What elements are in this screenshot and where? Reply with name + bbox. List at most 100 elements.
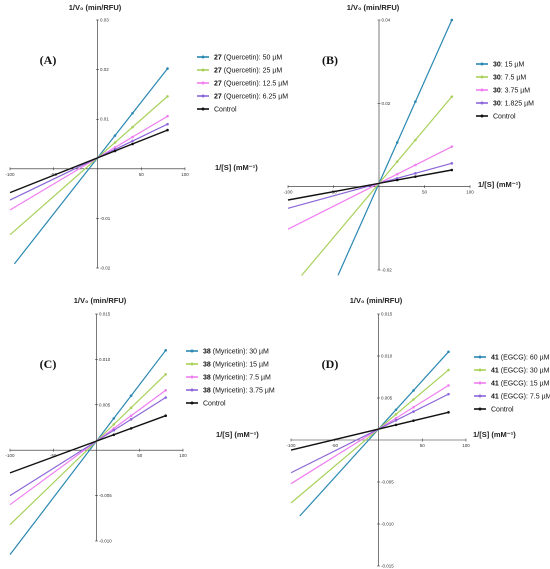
- data-point: [129, 427, 133, 430]
- legend-label: (Quercetin): 6.25 µM: [224, 94, 289, 101]
- x-tick-label: 100: [462, 443, 470, 448]
- data-point: [129, 406, 133, 410]
- data-point: [131, 139, 134, 143]
- panel-label: (D): [322, 357, 339, 371]
- legend-label: (EGCG): 7.5 µM: [501, 394, 550, 401]
- x-tick-label: 100: [181, 172, 189, 177]
- y-tick-label: -0.010: [381, 522, 394, 527]
- series-line-2: [287, 146, 453, 230]
- data-point: [447, 384, 450, 387]
- x-axis-title: 1/[S] (mM⁻¹): [216, 430, 259, 439]
- legend-label: : 3.75 µM: [501, 88, 530, 95]
- x-tick-label: 100: [466, 190, 474, 195]
- series-line-1: [9, 95, 168, 236]
- legend-compound-number: 30: [493, 75, 501, 82]
- series-line-3: [9, 397, 167, 497]
- data-point: [412, 419, 415, 422]
- x-tick-label: 50: [137, 453, 143, 458]
- data-point: [395, 141, 399, 144]
- x-tick-label: -100: [286, 443, 296, 448]
- data-point: [112, 433, 116, 437]
- y-tick-label: 0.005: [381, 396, 393, 401]
- data-point: [129, 414, 133, 417]
- series-line-4: [287, 169, 452, 201]
- y-tick-label: 0.02: [382, 101, 391, 106]
- data-point: [414, 138, 417, 142]
- legend-label: : 15 µM: [501, 62, 525, 69]
- data-point: [112, 417, 116, 420]
- legend-entry: Control: [493, 114, 516, 121]
- series-line-0: [299, 351, 449, 517]
- legend-compound-number: 30: [493, 62, 501, 69]
- series-line-2: [290, 384, 449, 485]
- legend-compound-number: 27: [214, 68, 224, 75]
- legend-compound-number: 30: [493, 101, 501, 108]
- legend-marker: [480, 114, 484, 118]
- legend-marker: [190, 362, 194, 366]
- x-tick-label: -100: [5, 453, 15, 458]
- legend-label: (Myricetin): 3.75 µM: [213, 388, 275, 395]
- legend-entry: 41 (EGCG): 60 µM: [491, 355, 550, 362]
- legend-entry: 30: 15 µM: [493, 62, 524, 69]
- data-point: [129, 394, 133, 398]
- legend-compound-number: 27: [214, 81, 224, 88]
- legend-entry: 27 (Quercetin): 50 µM: [214, 55, 282, 62]
- y-axis-title: 1/V₀ (min/RFU): [350, 296, 403, 305]
- data-point: [164, 372, 167, 376]
- data-point: [450, 145, 454, 148]
- data-point: [412, 398, 415, 401]
- data-point: [166, 95, 169, 98]
- legend-label: (EGCG): 15 µM: [501, 381, 550, 388]
- data-point: [447, 410, 450, 414]
- data-point: [166, 114, 169, 118]
- data-point: [112, 423, 116, 426]
- x-tick-label: 50: [422, 190, 428, 195]
- legend-entry: 38 (Myricetin): 15 µM: [203, 362, 269, 369]
- legend: 38 (Myricetin): 30 µM 38 (Myricetin): 15 …: [186, 349, 275, 408]
- y-tick-label: 0.015: [381, 312, 393, 317]
- legend-compound-number: 41: [491, 368, 501, 375]
- legend-marker: [480, 75, 484, 79]
- series-line-0: [337, 19, 453, 276]
- data-point: [395, 178, 399, 182]
- legend-marker: [478, 381, 482, 385]
- legend-entry: 27 (Quercetin): 25 µM: [214, 68, 282, 75]
- legend-marker: [201, 94, 205, 98]
- data-point: [166, 67, 169, 70]
- y-axis-title: 1/V₀ (min/RFU): [69, 3, 122, 12]
- series-line-2: [9, 389, 167, 506]
- legend-marker: [478, 355, 482, 359]
- series-line-1: [290, 369, 449, 504]
- legend-compound-number: 41: [491, 394, 501, 401]
- panel-label: (B): [322, 53, 338, 67]
- legend-label: (Quercetin): 12.5 µM: [224, 81, 289, 88]
- y-tick-label: 0.010: [381, 354, 393, 359]
- data-point: [395, 172, 399, 176]
- legend-marker: [201, 68, 205, 72]
- legend-entry: 27 (Quercetin): 6.25 µM: [214, 94, 288, 101]
- data-point: [112, 427, 116, 430]
- y-tick-label: -0.015: [381, 564, 394, 569]
- legend-label: Control: [493, 114, 516, 121]
- legend-entry: 38 (Myricetin): 3.75 µM: [203, 388, 275, 395]
- data-point: [113, 146, 117, 149]
- legend-label: : 1.825 µM: [501, 101, 534, 108]
- legend-compound-number: 30: [493, 88, 501, 95]
- data-point: [394, 408, 398, 412]
- legend-entry: Control: [203, 401, 226, 408]
- y-tick-label: 0.02: [100, 67, 109, 72]
- data-point: [131, 135, 134, 139]
- legend-label: Control: [203, 401, 226, 408]
- legend-entry: 38 (Myricetin): 30 µM: [203, 349, 269, 356]
- y-tick-label: 0.03: [100, 18, 109, 23]
- legend-entry: 30: 1.825 µM: [493, 101, 534, 108]
- data-point: [450, 168, 454, 172]
- legend-entry: Control: [491, 407, 514, 414]
- legend-entry: 30: 7.5 µM: [493, 75, 526, 82]
- legend-marker: [201, 55, 205, 59]
- legend-label: (Myricetin): 7.5 µM: [213, 375, 271, 382]
- legend-marker: [190, 349, 194, 353]
- data-point: [414, 100, 417, 103]
- legend-compound-number: 38: [203, 349, 213, 356]
- series-line-3: [290, 393, 449, 474]
